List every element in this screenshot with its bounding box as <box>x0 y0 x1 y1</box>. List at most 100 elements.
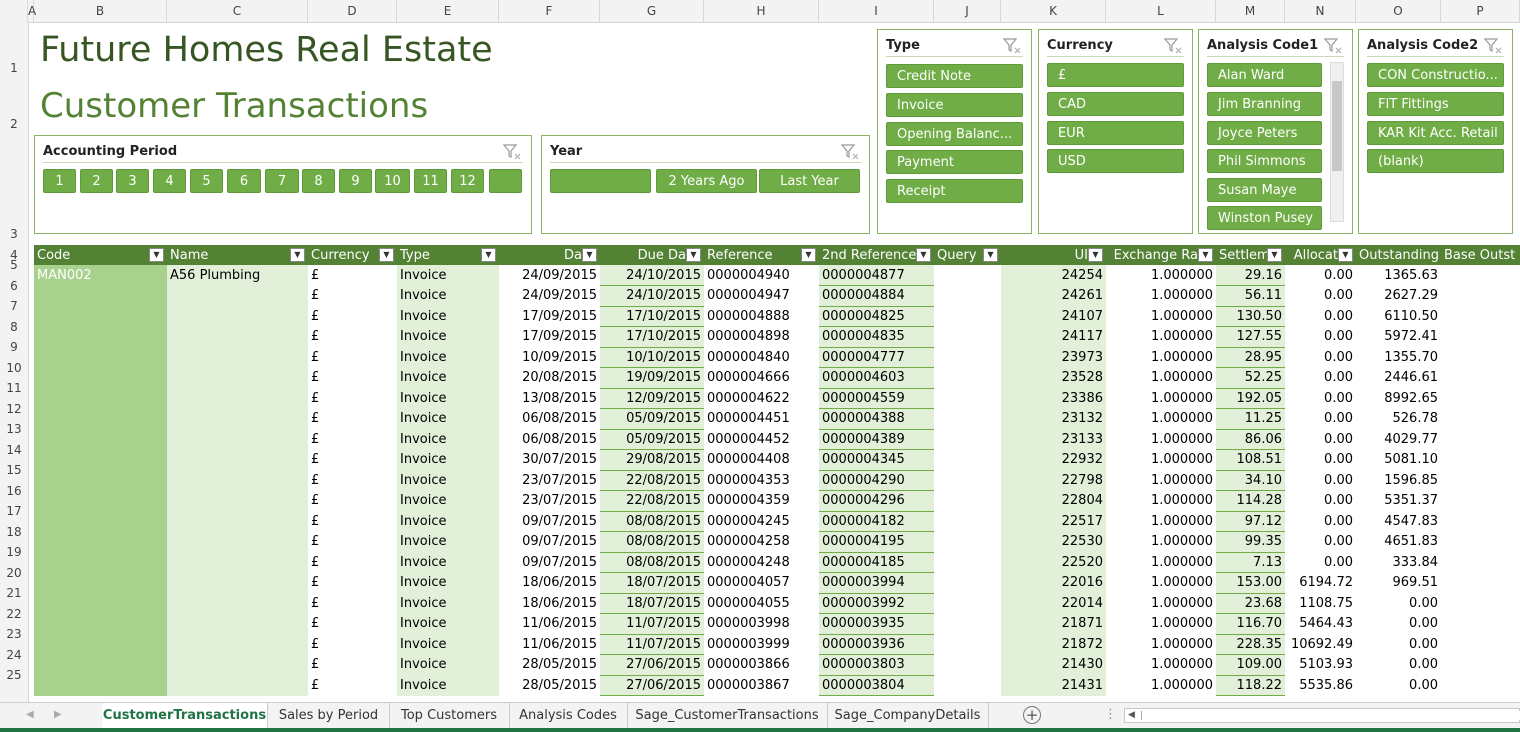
settlement-cell[interactable]: 11.25 <box>1216 408 1285 430</box>
settlement-cell[interactable]: 56.11 <box>1216 285 1285 307</box>
date-cell[interactable]: 11/06/2015 <box>522 616 597 632</box>
base-outstanding-cell[interactable] <box>1441 450 1520 471</box>
reference-cell[interactable]: 0000004947 <box>707 288 790 304</box>
code-cell[interactable] <box>34 470 167 491</box>
reference-cell[interactable]: 0000003867 <box>707 677 790 693</box>
reference-cell[interactable]: 0000004057 <box>707 575 790 591</box>
column-header-cell[interactable]: Da ▼ <box>499 245 600 265</box>
allocated-cell[interactable]: 5464.43 <box>1299 616 1353 632</box>
filter-dropdown-icon[interactable]: ▼ <box>379 248 394 262</box>
ui-cell[interactable]: 22014 <box>1001 593 1106 614</box>
date-cell[interactable]: 28/05/2015 <box>522 657 597 673</box>
slicer-item[interactable]: Credit Note <box>886 64 1023 88</box>
allocated-cell[interactable]: 10692.49 <box>1290 636 1353 652</box>
currency-cell[interactable]: £ <box>311 616 320 632</box>
due-date-cell[interactable]: 08/08/2015 <box>600 531 704 553</box>
settlement-cell[interactable]: 86.06 <box>1216 429 1285 450</box>
type-cell[interactable]: Invoice <box>397 552 499 573</box>
name-cell[interactable] <box>167 429 308 450</box>
row-header-25[interactable]: 25 <box>6 668 22 682</box>
slicer-item[interactable]: USD <box>1047 149 1184 173</box>
row-header-7[interactable]: 7 <box>10 299 18 313</box>
base-outstanding-cell[interactable] <box>1441 491 1520 512</box>
allocated-cell[interactable]: 0.00 <box>1324 513 1353 529</box>
second-reference-cell[interactable]: 0000004185 <box>819 552 934 573</box>
query-cell[interactable] <box>934 675 1001 696</box>
due-date-cell[interactable]: 05/09/2015 <box>600 408 704 430</box>
select-all-corner[interactable] <box>0 0 28 22</box>
query-cell[interactable] <box>934 409 1001 430</box>
name-cell[interactable] <box>167 367 308 388</box>
column-header-cell[interactable]: Base Outst <box>1441 245 1520 265</box>
settlement-cell[interactable]: 153.00 <box>1216 572 1285 594</box>
slicer-item[interactable]: 5 <box>190 169 223 193</box>
code-cell[interactable]: MAN002 <box>34 265 167 286</box>
reference-cell[interactable]: 0000004622 <box>707 390 790 406</box>
row-header-5[interactable]: 5 <box>10 258 18 272</box>
name-cell[interactable] <box>167 449 308 470</box>
ui-cell[interactable]: 24107 <box>1001 306 1106 327</box>
column-header-cell[interactable]: Exchange Ra ▼ <box>1106 245 1216 265</box>
due-date-cell[interactable]: 19/09/2015 <box>600 367 704 389</box>
date-cell[interactable]: 17/09/2015 <box>522 329 597 345</box>
outstanding-cell[interactable]: 1596.85 <box>1384 472 1438 488</box>
type-cell[interactable]: Invoice <box>397 470 499 491</box>
slicer-item[interactable]: 3 <box>116 169 149 193</box>
slicer-item[interactable]: 4 <box>153 169 186 193</box>
type-cell[interactable]: Invoice <box>397 634 499 655</box>
filter-dropdown-icon[interactable]: ▼ <box>916 248 931 262</box>
exchange-rate-cell[interactable]: 1.000000 <box>1150 349 1213 365</box>
slicer-item[interactable] <box>550 169 651 193</box>
query-cell[interactable] <box>934 306 1001 327</box>
reference-cell[interactable]: 0000004359 <box>707 493 790 509</box>
exchange-rate-cell[interactable]: 1.000000 <box>1150 616 1213 632</box>
slicer-item[interactable]: Payment <box>886 150 1023 174</box>
code-cell[interactable] <box>34 449 167 470</box>
date-cell[interactable]: 06/08/2015 <box>522 411 597 427</box>
settlement-cell[interactable]: 116.70 <box>1216 613 1285 635</box>
allocated-cell[interactable]: 0.00 <box>1324 370 1353 386</box>
slicer-item[interactable]: £ <box>1047 63 1184 87</box>
date-cell[interactable]: 18/06/2015 <box>522 595 597 611</box>
slicer-item[interactable]: EUR <box>1047 121 1184 145</box>
date-cell[interactable]: 13/08/2015 <box>522 390 597 406</box>
ui-cell[interactable]: 22016 <box>1001 572 1106 593</box>
column-header-f[interactable]: F <box>499 0 600 22</box>
exchange-rate-cell[interactable]: 1.000000 <box>1150 677 1213 693</box>
code-cell[interactable] <box>34 408 167 429</box>
second-reference-cell[interactable]: 0000004877 <box>819 265 934 286</box>
allocated-cell[interactable]: 0.00 <box>1324 472 1353 488</box>
allocated-cell[interactable]: 0.00 <box>1324 411 1353 427</box>
allocated-cell[interactable]: 0.00 <box>1324 267 1353 283</box>
row-header-22[interactable]: 22 <box>6 606 22 621</box>
currency-cell[interactable]: £ <box>311 267 320 283</box>
row-header-16[interactable]: 16 <box>6 483 22 498</box>
name-cell[interactable] <box>167 388 308 409</box>
type-cell[interactable]: Invoice <box>397 531 499 552</box>
exchange-rate-cell[interactable]: 1.000000 <box>1150 288 1213 304</box>
query-cell[interactable] <box>934 429 1001 450</box>
due-date-cell[interactable]: 11/07/2015 <box>600 613 704 635</box>
filter-dropdown-icon[interactable]: ▼ <box>1267 248 1282 262</box>
slicer-item[interactable]: Winston Pusey <box>1207 206 1322 230</box>
allocated-cell[interactable]: 0.00 <box>1324 349 1353 365</box>
outstanding-cell[interactable]: 1365.63 <box>1384 267 1438 283</box>
type-cell[interactable]: Invoice <box>397 429 499 450</box>
slicer-item[interactable]: FIT Fittings <box>1367 92 1504 116</box>
currency-cell[interactable]: £ <box>311 288 320 304</box>
settlement-cell[interactable]: 114.28 <box>1216 490 1285 512</box>
settlement-cell[interactable]: 228.35 <box>1216 634 1285 655</box>
slicer-item[interactable]: 6 <box>227 169 261 193</box>
second-reference-cell[interactable]: 0000004389 <box>819 429 934 450</box>
ui-cell[interactable]: 21430 <box>1001 654 1106 675</box>
base-outstanding-cell[interactable] <box>1441 265 1520 286</box>
second-reference-cell[interactable]: 0000004825 <box>819 306 934 327</box>
reference-cell[interactable]: 0000003999 <box>707 636 790 652</box>
code-cell[interactable] <box>34 367 167 388</box>
outstanding-cell[interactable]: 0.00 <box>1409 616 1438 632</box>
column-header-m[interactable]: M <box>1216 0 1285 22</box>
due-date-cell[interactable]: 18/07/2015 <box>600 572 704 594</box>
due-date-cell[interactable]: 12/09/2015 <box>600 388 704 409</box>
column-header-j[interactable]: J <box>934 0 1001 22</box>
ui-cell[interactable]: 23132 <box>1001 408 1106 429</box>
